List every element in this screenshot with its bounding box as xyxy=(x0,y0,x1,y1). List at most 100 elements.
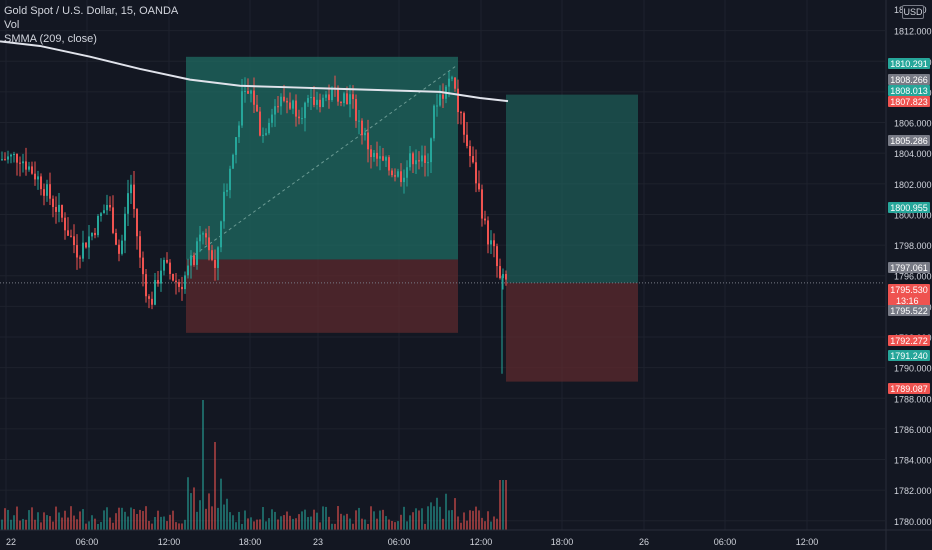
volume-bar xyxy=(97,523,99,530)
candle-body xyxy=(40,176,42,190)
candle-body xyxy=(343,93,345,104)
candle-body xyxy=(82,242,84,259)
candle-body xyxy=(427,162,429,164)
candle-body xyxy=(196,241,198,265)
volume-bar xyxy=(502,480,504,530)
volume-bar xyxy=(118,507,120,530)
volume-bar xyxy=(277,519,279,530)
price-label-value: 1807.823 xyxy=(890,97,928,107)
y-tick-label: 1784.000 xyxy=(894,456,932,466)
smma-polyline xyxy=(0,40,509,103)
candle-body xyxy=(10,154,12,157)
volume-bar xyxy=(43,512,45,530)
volume-bar xyxy=(478,510,480,530)
x-tick-label: 22 xyxy=(6,537,16,547)
symbol-title[interactable]: Gold Spot / U.S. Dollar, 15, OANDA xyxy=(4,5,179,17)
volume-bar xyxy=(160,516,162,530)
candle-body xyxy=(214,259,216,268)
candle-body xyxy=(451,77,453,79)
candle-body xyxy=(49,184,51,199)
candle-body xyxy=(352,94,354,100)
y-tick-label: 1802.000 xyxy=(894,180,932,190)
candle-body xyxy=(265,133,267,135)
y-tick-label: 1796.000 xyxy=(894,272,932,282)
x-tick-label: 06:00 xyxy=(76,537,99,547)
candle-body xyxy=(1,159,3,161)
volume-bar xyxy=(343,515,345,530)
volume-bar xyxy=(439,506,441,530)
volume-bar xyxy=(115,513,117,530)
candle-body xyxy=(400,171,402,183)
candle-body xyxy=(247,90,249,94)
volume-bar xyxy=(433,506,435,530)
time-axis[interactable]: 22 06:00 12:00 18:00 23 06:00 12:00 18:00 26 06:0… xyxy=(0,529,932,547)
candle-body xyxy=(157,280,159,284)
volume-bar xyxy=(109,517,111,530)
volume-bar xyxy=(304,509,306,530)
price-label-bg xyxy=(888,350,930,361)
volume-bar xyxy=(412,512,414,530)
volume-bar xyxy=(58,512,60,530)
candle-body xyxy=(19,162,21,164)
candle-body xyxy=(319,99,321,108)
candle-body xyxy=(406,167,408,178)
volume-bar xyxy=(10,519,12,530)
volume-bar xyxy=(223,504,225,530)
volume-bar xyxy=(1,519,3,530)
volume-bar xyxy=(40,522,42,530)
candle-body xyxy=(301,118,303,120)
candle-body xyxy=(130,184,132,194)
volume-label[interactable]: Vol xyxy=(4,19,20,31)
indicator-label[interactable]: SMMA (209, close) xyxy=(4,33,97,45)
volume-bar xyxy=(397,521,399,530)
volume-bar xyxy=(298,514,300,530)
volume-bar xyxy=(229,512,231,530)
chart-legend: Gold Spot / U.S. Dollar, 15, OANDA Vol S… xyxy=(4,4,178,46)
volume-bar xyxy=(241,523,243,530)
candle-body xyxy=(268,122,270,134)
volume-bar xyxy=(79,511,81,530)
volume-bar xyxy=(19,520,21,530)
candle-body xyxy=(304,102,306,119)
currency-badge[interactable]: USD xyxy=(902,5,924,19)
price-label-bg xyxy=(888,383,930,394)
price-label-bg xyxy=(888,335,930,346)
volume-bar xyxy=(322,506,324,530)
volume-bar xyxy=(91,515,93,530)
volume-bar xyxy=(352,523,354,530)
volume-bar xyxy=(292,518,294,530)
price-label-value: 1789.087 xyxy=(890,384,928,394)
volume-bar xyxy=(28,510,30,530)
volume-bar xyxy=(421,508,423,530)
x-tick-label: 12:00 xyxy=(158,537,181,547)
volume-bar xyxy=(340,513,342,530)
candle-body xyxy=(487,220,489,245)
candle-body xyxy=(34,173,36,180)
price-label-value: 1800.955 xyxy=(890,203,928,213)
candle-body xyxy=(421,155,423,162)
volume-bar xyxy=(307,517,309,530)
volume-bar xyxy=(313,509,315,530)
volume-bar xyxy=(199,500,201,530)
candle-body xyxy=(310,96,312,99)
volume-bar xyxy=(88,521,90,530)
candle-body xyxy=(238,125,240,138)
volume-bar xyxy=(22,518,24,530)
candle-body xyxy=(16,154,18,163)
volume-bar xyxy=(295,518,297,530)
candle-body xyxy=(478,183,480,190)
volume-bar xyxy=(25,519,27,530)
volume-bar xyxy=(94,518,96,530)
volume-bar xyxy=(385,516,387,530)
candle-body xyxy=(436,105,438,107)
volume-bar xyxy=(358,507,360,530)
volume-bar xyxy=(319,522,321,530)
volume-bar xyxy=(463,512,465,530)
candle-body xyxy=(463,113,465,135)
candle-body xyxy=(28,166,30,170)
volume-bar xyxy=(112,522,114,530)
volume-bar xyxy=(247,518,249,530)
candle-body xyxy=(232,154,234,169)
volume-bar xyxy=(301,511,303,530)
